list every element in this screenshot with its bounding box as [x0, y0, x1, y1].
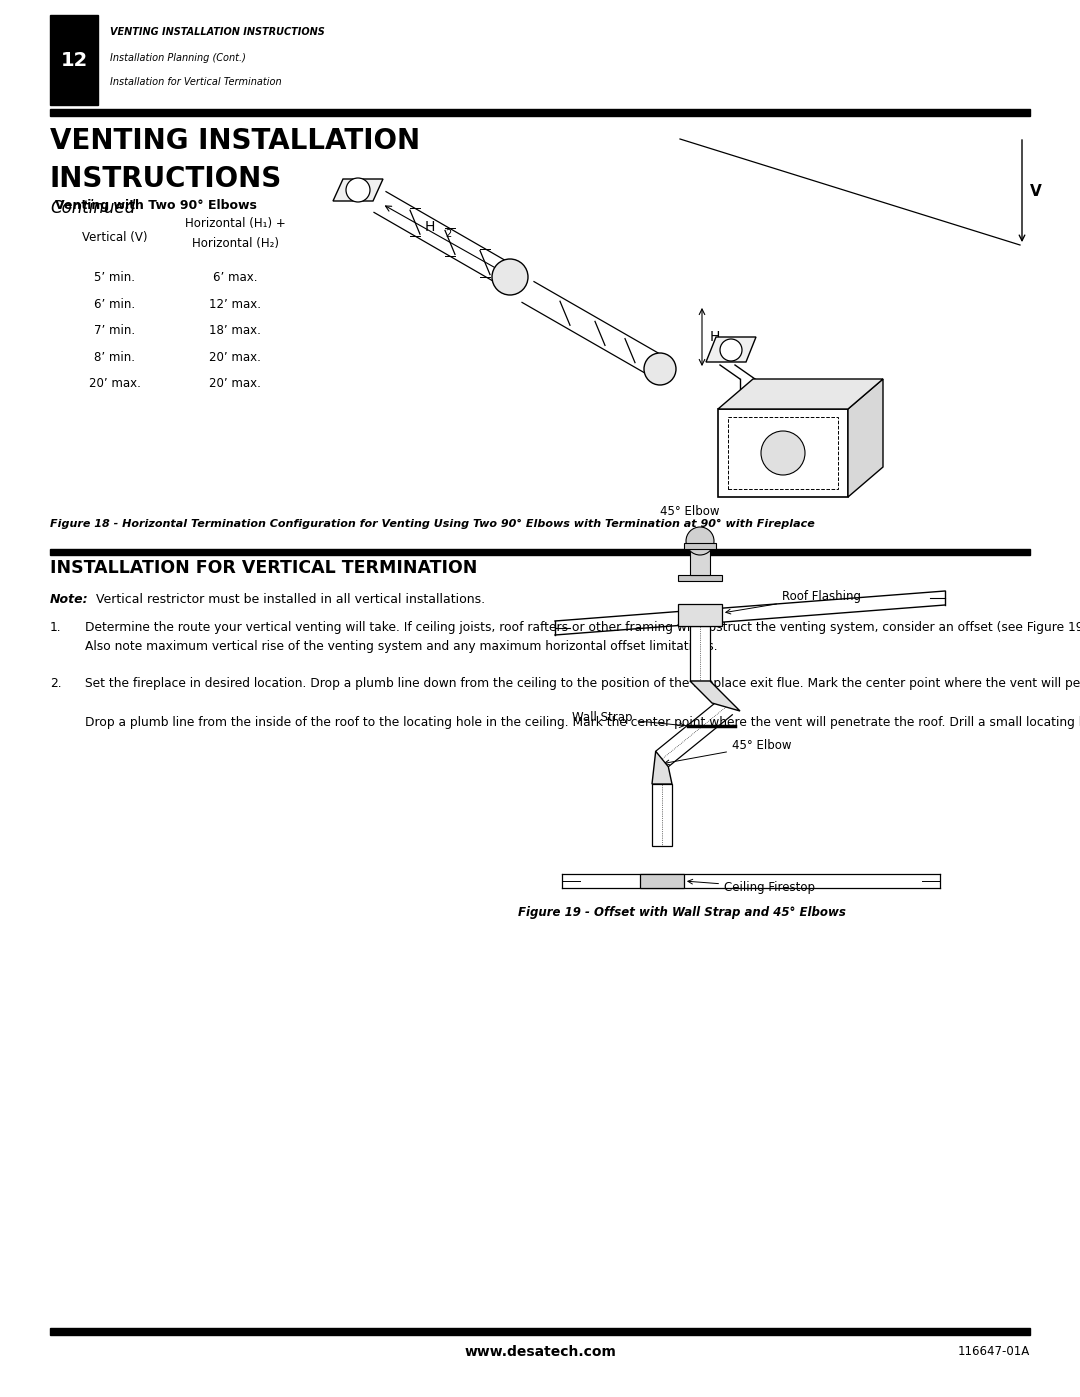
Text: INSTRUCTIONS: INSTRUCTIONS	[50, 165, 282, 193]
Bar	[640, 875, 684, 888]
Circle shape	[761, 432, 805, 475]
Text: 7’ min.: 7’ min.	[94, 324, 136, 337]
Bar	[678, 576, 723, 581]
Text: 20’ max.: 20’ max.	[210, 377, 261, 390]
Text: 20’ max.: 20’ max.	[89, 377, 140, 390]
Polygon shape	[690, 680, 740, 711]
Bar	[690, 548, 710, 576]
Text: 2: 2	[445, 229, 451, 239]
Polygon shape	[333, 179, 383, 201]
Text: 45° Elbow: 45° Elbow	[660, 504, 719, 518]
Text: Figure 19 - Offset with Wall Strap and 45° Elbows: Figure 19 - Offset with Wall Strap and 4…	[518, 907, 846, 919]
Bar	[652, 784, 672, 847]
Bar	[718, 409, 848, 497]
Text: Vertical (V): Vertical (V)	[82, 231, 148, 244]
Text: Horizontal (H₁) +: Horizontal (H₁) +	[185, 217, 285, 231]
Text: Set the fireplace in desired location. Drop a plumb line down from the ceiling t: Set the fireplace in desired location. D…	[85, 678, 1080, 690]
Text: Horizontal (H₂): Horizontal (H₂)	[191, 237, 279, 250]
Text: 6’ min.: 6’ min.	[94, 298, 136, 310]
Text: 6’ max.: 6’ max.	[213, 271, 257, 284]
Circle shape	[644, 353, 676, 386]
Text: INSTALLATION FOR VERTICAL TERMINATION: INSTALLATION FOR VERTICAL TERMINATION	[50, 559, 477, 577]
Text: 8’ min.: 8’ min.	[95, 351, 135, 363]
Text: Venting with Two 90° Elbows: Venting with Two 90° Elbows	[55, 198, 257, 212]
Bar	[728, 416, 838, 489]
Circle shape	[346, 177, 370, 203]
Text: Note:: Note:	[50, 592, 89, 606]
Polygon shape	[718, 379, 883, 409]
Text: Continued: Continued	[50, 198, 135, 217]
Text: 45° Elbow: 45° Elbow	[664, 739, 792, 764]
Polygon shape	[706, 337, 756, 362]
Text: H: H	[710, 330, 720, 344]
Text: VENTING INSTALLATION: VENTING INSTALLATION	[50, 127, 420, 155]
Text: Installation Planning (Cont.): Installation Planning (Cont.)	[110, 53, 246, 63]
Text: Roof Flashing: Roof Flashing	[726, 590, 861, 613]
Text: 20’ max.: 20’ max.	[210, 351, 261, 363]
Text: 2.: 2.	[50, 678, 62, 690]
Text: V: V	[1030, 183, 1042, 198]
Circle shape	[492, 258, 528, 295]
Polygon shape	[652, 752, 672, 784]
Text: Wall Strap: Wall Strap	[572, 711, 684, 728]
Circle shape	[686, 527, 714, 555]
Bar	[684, 543, 716, 549]
Text: 12: 12	[60, 50, 87, 70]
Text: VENTING INSTALLATION INSTRUCTIONS: VENTING INSTALLATION INSTRUCTIONS	[110, 27, 325, 36]
Text: Determine the route your vertical venting will take. If ceiling joists, roof raf: Determine the route your vertical ventin…	[85, 622, 1080, 634]
Bar	[678, 604, 723, 626]
Circle shape	[720, 339, 742, 360]
Text: Installation for Vertical Termination: Installation for Vertical Termination	[110, 77, 282, 87]
Text: Also note maximum vertical rise of the venting system and any maximum horizontal: Also note maximum vertical rise of the v…	[85, 640, 717, 652]
Text: H: H	[426, 219, 435, 235]
Text: 18’ max.: 18’ max.	[210, 324, 261, 337]
Text: 5’ min.: 5’ min.	[95, 271, 135, 284]
Text: Figure 18 - Horizontal Termination Configuration for Venting Using Two 90° Elbow: Figure 18 - Horizontal Termination Confi…	[50, 520, 814, 529]
Text: 12’ max.: 12’ max.	[210, 298, 261, 310]
Text: Ceiling Firestop: Ceiling Firestop	[688, 879, 815, 894]
Bar	[50, 15, 98, 105]
Text: www.desatech.com: www.desatech.com	[464, 1345, 616, 1359]
Bar	[50, 549, 1030, 555]
Bar	[690, 626, 710, 680]
Text: Vertical restrictor must be installed in all vertical installations.: Vertical restrictor must be installed in…	[92, 592, 485, 606]
Bar	[50, 109, 1030, 116]
Text: 1: 1	[729, 339, 735, 351]
Text: Drop a plumb line from the inside of the roof to the locating hole in the ceilin: Drop a plumb line from the inside of the…	[85, 717, 1080, 729]
Bar	[50, 1329, 1030, 1336]
Text: 116647-01A: 116647-01A	[958, 1345, 1030, 1358]
Polygon shape	[848, 379, 883, 497]
Text: 1.: 1.	[50, 622, 62, 634]
